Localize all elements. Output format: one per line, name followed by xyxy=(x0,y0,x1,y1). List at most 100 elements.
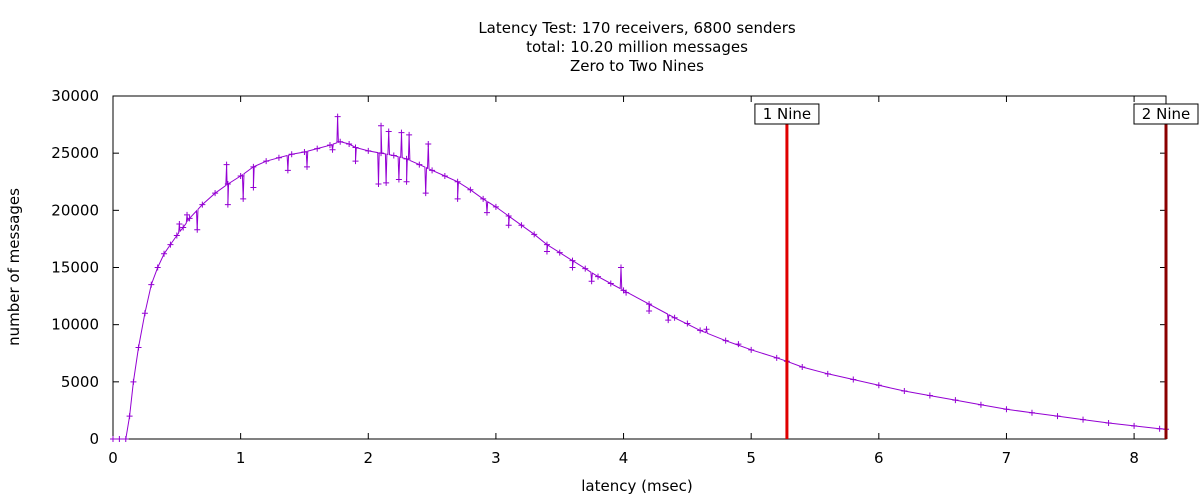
series-layer xyxy=(110,113,1169,442)
data-point xyxy=(1003,406,1010,413)
data-point xyxy=(126,413,133,420)
marker-label-box xyxy=(1133,103,1199,125)
data-point xyxy=(1028,409,1035,416)
spike-point xyxy=(422,190,429,197)
data-point xyxy=(569,257,576,264)
spike-point xyxy=(395,176,402,183)
spike-point xyxy=(184,211,191,218)
spike-point xyxy=(284,167,291,174)
data-point xyxy=(1156,425,1163,432)
data-point xyxy=(531,231,538,238)
data-point xyxy=(505,213,512,220)
chart-title: Latency Test: 170 receivers, 6800 sender… xyxy=(478,19,796,75)
data-point xyxy=(365,147,372,154)
x-tick-label: 4 xyxy=(619,449,629,467)
data-point xyxy=(492,203,499,210)
nines-markers: 1 Nine 2 Nine xyxy=(754,103,1199,439)
data-point xyxy=(180,224,187,231)
data-point xyxy=(748,346,755,353)
data-point xyxy=(263,158,270,165)
spike-point xyxy=(665,317,672,324)
data-point xyxy=(122,436,129,442)
y-tick-label: 20000 xyxy=(51,201,99,219)
spike-point xyxy=(617,264,624,271)
spike-point xyxy=(329,146,336,153)
data-point xyxy=(212,190,219,197)
marker-label: 1 Nine xyxy=(763,105,811,123)
spike-point xyxy=(383,179,390,186)
data-point xyxy=(518,222,525,229)
spike-point xyxy=(703,326,710,333)
data-point xyxy=(390,152,397,159)
marker-label-box xyxy=(754,103,820,125)
y-tick-label: 30000 xyxy=(51,87,99,105)
spike-point xyxy=(569,264,576,271)
spike-point xyxy=(250,184,257,191)
data-point xyxy=(429,167,436,174)
data-point xyxy=(671,314,678,321)
data-point xyxy=(288,151,295,158)
data-point xyxy=(199,201,206,208)
data-point xyxy=(110,436,116,442)
data-point xyxy=(148,281,155,288)
spike-point xyxy=(403,178,410,185)
spike-point xyxy=(623,289,630,296)
data-point xyxy=(441,173,448,180)
data-point xyxy=(1054,413,1061,420)
data-point xyxy=(167,241,174,248)
data-point xyxy=(799,363,806,370)
data-point xyxy=(1105,419,1112,426)
data-point xyxy=(154,264,161,271)
data-point xyxy=(595,273,602,280)
y-tick-label: 5000 xyxy=(61,373,99,391)
data-point xyxy=(301,149,308,156)
y-tick-label: 15000 xyxy=(51,259,99,277)
data-point xyxy=(224,181,231,188)
data-point xyxy=(582,265,589,272)
data-point xyxy=(337,138,344,145)
spike-point xyxy=(646,307,653,314)
spike-point xyxy=(352,158,359,165)
data-point xyxy=(952,397,959,404)
y-tick-label: 0 xyxy=(89,430,99,448)
data-point xyxy=(543,241,550,248)
data-point xyxy=(454,178,461,185)
data-point xyxy=(850,376,857,383)
title-line-1: Latency Test: 170 receivers, 6800 sender… xyxy=(478,19,796,37)
spike-point xyxy=(454,195,461,202)
data-point xyxy=(646,301,653,308)
data-point xyxy=(237,173,244,180)
spike-point xyxy=(304,163,311,170)
spike-point xyxy=(684,320,691,327)
data-point xyxy=(926,392,933,399)
data-point xyxy=(977,401,984,408)
x-tick-label: 5 xyxy=(746,449,756,467)
spike-point xyxy=(378,122,385,129)
plot-frame xyxy=(112,95,1167,440)
data-point xyxy=(1131,422,1138,429)
spike-point xyxy=(398,129,405,136)
data-point xyxy=(403,155,410,162)
y-axis: 0 5000 10000 15000 20000 25000 30000 xyxy=(51,87,1166,448)
spike-point xyxy=(224,201,231,208)
data-point xyxy=(416,161,423,168)
spike-point xyxy=(406,131,413,138)
x-axis: 0 1 2 3 4 5 6 7 8 xyxy=(108,96,1139,467)
data-point xyxy=(314,145,321,152)
x-tick-label: 0 xyxy=(108,449,118,467)
x-tick-label: 2 xyxy=(363,449,373,467)
data-point xyxy=(326,142,333,149)
data-point xyxy=(480,195,487,202)
data-point xyxy=(722,337,729,344)
data-point xyxy=(607,280,614,287)
x-tick-label: 3 xyxy=(491,449,501,467)
spike-point xyxy=(223,161,230,168)
data-point xyxy=(186,215,193,222)
spike-point xyxy=(375,181,382,188)
data-point xyxy=(130,378,137,385)
y-axis-label: number of messages xyxy=(5,188,23,346)
data-point xyxy=(378,150,385,157)
spike-point xyxy=(543,248,550,255)
data-point xyxy=(773,354,780,361)
